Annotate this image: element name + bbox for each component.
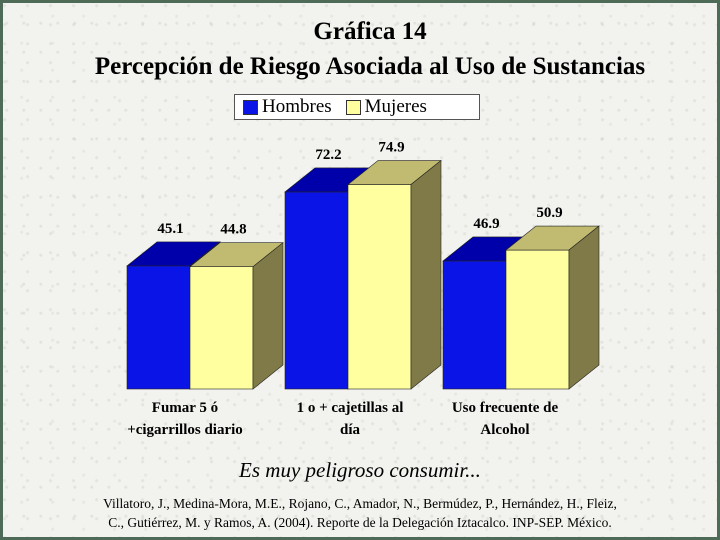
chart-caption: Es muy peligroso consumir... [239, 458, 481, 482]
bar-hombres-2-front [442, 260, 507, 390]
category-label-line: 1 o + cajetillas al [296, 400, 404, 416]
bar-mujeres-0-side [252, 242, 284, 390]
chart-subtitle: Percepción de Riesgo Asociada al Uso de … [94, 53, 646, 80]
category-label-line: +cigarrillos diario [127, 422, 243, 438]
value-label-mujeres-2: 50.9 [536, 205, 562, 221]
legend-item-mujeres: Mujeres [338, 96, 427, 118]
category-label-line: día [339, 422, 360, 438]
category-label-cajetillas: 1 o + cajetillas al día [270, 397, 430, 441]
bar-mujeres-0-front [189, 266, 254, 390]
value-label-hombres-2: 46.9 [473, 216, 499, 232]
category-label-line: Fumar 5 ó [151, 400, 219, 416]
bar-mujeres-2-front [505, 249, 570, 390]
bar-hombres-1-front [284, 191, 349, 390]
citation-line: C., Gutiérrez, M. y Ramos, A. (2004). Re… [108, 515, 612, 530]
bar-mujeres-1-front [347, 184, 412, 390]
bar-hombres-0-front [126, 265, 191, 390]
legend-swatch-mujeres [345, 99, 361, 115]
bar-mujeres-1-side [410, 159, 442, 390]
legend-item-hombres: Hombres [235, 96, 332, 118]
legend-swatch-hombres [243, 99, 258, 115]
value-label-hombres-0: 45.1 [157, 221, 183, 237]
category-label-fumar: Fumar 5 ó +cigarrillos diario [110, 397, 260, 441]
category-label-line: Uso frecuente de [451, 400, 559, 416]
legend: Hombres Mujeres [234, 94, 480, 120]
citation-line: Villatoro, J., Medina-Mora, M.E., Rojano… [103, 496, 617, 511]
chart-title: Gráfica 14 [313, 18, 427, 45]
value-label-mujeres-0: 44.8 [220, 222, 246, 238]
value-label-mujeres-1: 74.9 [378, 140, 404, 156]
bar-mujeres-2-side [568, 225, 600, 390]
value-label-hombres-1: 72.2 [315, 147, 341, 163]
legend-label-hombres: Hombres [262, 96, 332, 117]
legend-label-mujeres: Mujeres [364, 96, 427, 117]
citation: Villatoro, J., Medina-Mora, M.E., Rojano… [40, 494, 680, 532]
category-label-alcohol: Uso frecuente de Alcohol [430, 397, 580, 441]
category-label-line: Alcohol [480, 422, 530, 438]
